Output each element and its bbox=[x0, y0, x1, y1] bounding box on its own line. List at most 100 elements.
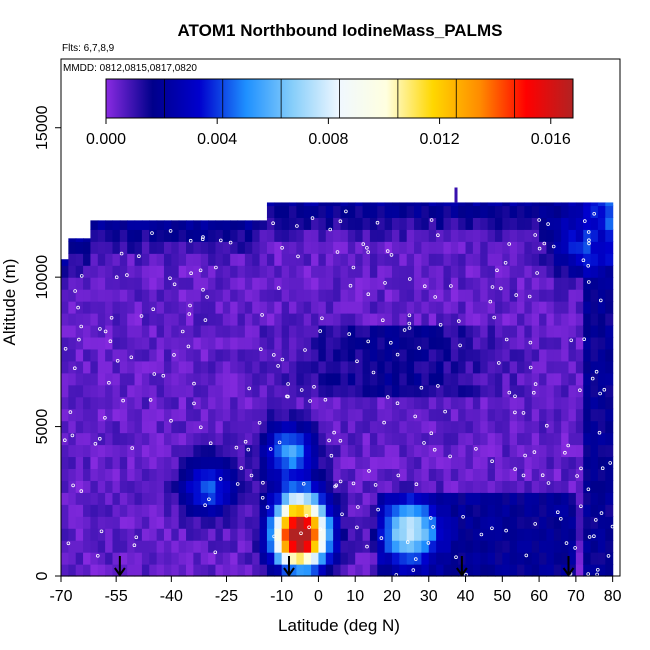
heatmap-cell bbox=[97, 360, 106, 374]
heatmap-cell bbox=[296, 241, 305, 254]
heatmap-cell bbox=[141, 396, 150, 410]
heatmap-cell bbox=[487, 384, 496, 398]
sample-point bbox=[351, 481, 356, 486]
heatmap-cell bbox=[605, 540, 614, 553]
heatmap-cell bbox=[450, 241, 459, 254]
heatmap-cell bbox=[539, 217, 548, 230]
heatmap-cell bbox=[215, 516, 224, 529]
heatmap-cell bbox=[97, 336, 106, 350]
heatmap-cell bbox=[568, 372, 577, 386]
heatmap-cell bbox=[83, 504, 92, 517]
heatmap-cell bbox=[90, 384, 99, 398]
sample-point bbox=[169, 418, 173, 423]
heatmap-cell bbox=[61, 444, 69, 458]
heatmap-cell bbox=[384, 540, 393, 553]
heatmap-cell bbox=[141, 348, 150, 362]
heatmap-cell bbox=[325, 444, 334, 458]
sample-point bbox=[249, 473, 254, 478]
sample-point bbox=[304, 513, 309, 518]
heatmap-cell bbox=[200, 420, 209, 434]
heatmap-cell bbox=[186, 444, 194, 458]
heatmap-cell bbox=[561, 420, 570, 434]
heatmap-cell bbox=[480, 540, 489, 553]
heatmap-cell bbox=[112, 229, 121, 242]
heatmap-cell bbox=[362, 202, 371, 207]
heatmap-cell bbox=[487, 277, 496, 290]
heatmap-cell bbox=[200, 516, 209, 529]
heatmap-cell bbox=[524, 324, 533, 338]
heatmap-cell bbox=[605, 372, 614, 386]
heatmap-cell bbox=[127, 408, 136, 422]
heatmap-cell bbox=[90, 220, 99, 230]
heatmap-cell bbox=[244, 492, 253, 505]
heatmap-cell bbox=[436, 372, 445, 386]
heatmap-cell bbox=[436, 504, 445, 517]
heatmap-cell bbox=[237, 277, 246, 290]
sample-point bbox=[388, 340, 393, 345]
heatmap-cell bbox=[274, 265, 283, 278]
heatmap-cell bbox=[83, 516, 92, 529]
heatmap-cell bbox=[259, 396, 268, 410]
heatmap-cell bbox=[230, 336, 239, 350]
heatmap-cell bbox=[171, 528, 180, 541]
heatmap-cell bbox=[546, 492, 555, 505]
heatmap-cell bbox=[274, 504, 283, 517]
sample-point bbox=[187, 312, 192, 316]
heatmap-cell bbox=[134, 241, 143, 254]
heatmap-cell bbox=[472, 528, 481, 541]
heatmap-cell bbox=[391, 540, 400, 553]
heatmap-cell bbox=[149, 229, 158, 242]
heatmap-cell bbox=[575, 360, 584, 374]
heatmap-cell bbox=[391, 420, 400, 434]
sample-point bbox=[490, 285, 495, 289]
heatmap-cell bbox=[119, 324, 128, 338]
heatmap-cell bbox=[509, 516, 518, 529]
heatmap-cell bbox=[347, 552, 356, 565]
heatmap-cell bbox=[502, 492, 511, 505]
heatmap-cell bbox=[303, 265, 312, 278]
heatmap-cell bbox=[75, 564, 84, 577]
heatmap-cell bbox=[134, 432, 143, 446]
heatmap-cell bbox=[274, 396, 283, 410]
sample-point bbox=[599, 511, 604, 515]
heatmap-cell bbox=[289, 217, 297, 230]
heatmap-cell bbox=[450, 384, 459, 398]
heatmap-cell bbox=[546, 468, 555, 481]
heatmap-cell bbox=[597, 480, 606, 493]
heatmap-cell bbox=[149, 372, 158, 386]
heatmap-cell bbox=[517, 384, 525, 398]
heatmap-cell bbox=[458, 384, 467, 398]
heatmap-cell bbox=[200, 265, 209, 278]
heatmap-cell bbox=[193, 408, 202, 422]
heatmap-cell bbox=[178, 516, 187, 529]
heatmap-cell bbox=[539, 432, 548, 446]
heatmap-cell bbox=[200, 384, 209, 398]
sample-point bbox=[555, 510, 560, 515]
heatmap-cell bbox=[465, 540, 474, 553]
heatmap-cell bbox=[605, 202, 614, 207]
heatmap-cell bbox=[399, 202, 408, 207]
heatmap-cell bbox=[266, 229, 275, 242]
heatmap-cell bbox=[590, 348, 599, 362]
heatmap-cell bbox=[193, 528, 202, 541]
y-axis-label: Altitude (m) bbox=[0, 259, 19, 346]
heatmap-cell bbox=[472, 217, 481, 230]
heatmap-cell bbox=[414, 202, 423, 207]
heatmap-cell bbox=[509, 324, 518, 338]
x-tick-label: 10 bbox=[346, 588, 364, 605]
heatmap-cell bbox=[163, 516, 172, 529]
sample-point bbox=[168, 229, 173, 233]
heatmap-cell bbox=[421, 253, 430, 266]
heatmap-cell bbox=[134, 444, 143, 458]
sample-point bbox=[579, 466, 583, 471]
heatmap-cell bbox=[539, 468, 548, 481]
heatmap-cell bbox=[222, 313, 231, 326]
heatmap-cell bbox=[597, 468, 606, 481]
heatmap-cell bbox=[391, 444, 400, 458]
heatmap-cell bbox=[119, 516, 128, 529]
heatmap-cell bbox=[281, 444, 290, 458]
heatmap-cell bbox=[333, 202, 342, 207]
heatmap-cell bbox=[311, 516, 320, 529]
heatmap-cell bbox=[414, 456, 423, 470]
heatmap-cell bbox=[90, 492, 99, 505]
